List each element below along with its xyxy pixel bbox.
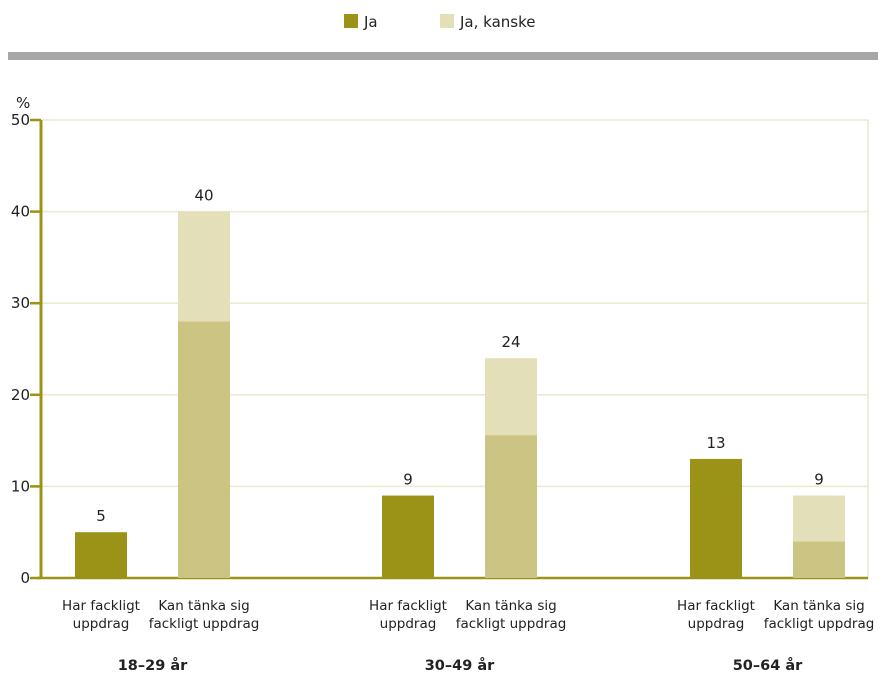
bar-category-label: Har fackligt [369,598,447,614]
y-axis-unit: % [16,94,30,112]
legend-label-ja: Ja [363,13,378,31]
bar-category-label: Kan tänka sig [158,598,249,614]
bar-category-label: fackligt uppdrag [456,616,567,632]
legend: Ja Ja, kanske [344,13,535,31]
bar-category-label: Kan tänka sig [773,598,864,614]
bar-segment-ja-kanske [793,495,845,542]
bar-category-label: Har fackligt [677,598,755,614]
bars: 5 40 9 24 13 9 [75,187,845,578]
bar-segment-ja-kanske [485,358,537,436]
bar-category-label: uppdrag [380,616,437,632]
data-label: 24 [501,333,520,351]
bar-segment-ja [485,435,537,578]
legend-swatch-ja-kanske [440,14,454,28]
bar-category-label: uppdrag [73,616,130,632]
age-group-label: 50–64 år [733,657,803,674]
bar-segment-ja [75,532,127,578]
y-tick-label: 0 [20,569,30,587]
bar-category-label: Kan tänka sig [465,598,556,614]
bar-category-label: fackligt uppdrag [764,616,875,632]
bar-segment-ja [690,458,742,578]
gridlines [41,119,869,578]
data-label: 13 [706,434,725,452]
y-tick-label: 20 [11,386,30,404]
bar-category-label: Har fackligt [62,598,140,614]
y-tick-label: 10 [11,477,30,495]
data-label: 9 [403,471,413,489]
bar-category-label: uppdrag [688,616,745,632]
category-labels: Har fackligt uppdrag Kan tänka sig fackligt… [62,598,874,674]
age-group-label: 30–49 år [425,657,495,674]
age-group-label: 18–29 år [118,657,188,674]
bar-category-label: fackligt uppdrag [149,616,260,632]
y-tick-label: 50 [11,111,30,129]
header-divider [8,52,878,60]
y-tick-label: 30 [11,294,30,312]
bar-segment-ja [793,541,845,578]
bar-segment-ja [178,321,230,578]
data-label: 9 [814,471,824,489]
legend-swatch-ja [344,14,358,28]
bar-segment-ja-kanske [178,211,230,322]
bar-segment-ja [382,495,434,578]
data-label: 40 [194,187,213,205]
data-label: 5 [96,507,106,525]
y-tick-label: 40 [11,203,30,221]
legend-label-ja-kanske: Ja, kanske [459,13,535,31]
